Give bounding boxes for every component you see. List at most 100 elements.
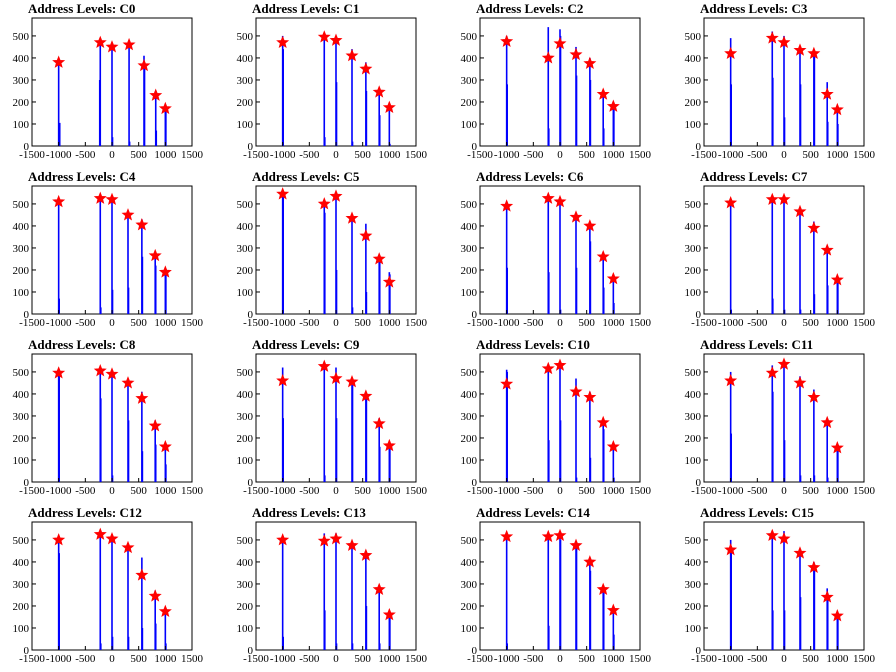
peak-marker — [724, 46, 738, 60]
x-tick-label: 0 — [781, 317, 787, 329]
chart-title: Address Levels: C0 — [28, 1, 135, 16]
chart-panel-c2: Address Levels: C2 0 100 200 300 400 500 -1500-… — [448, 0, 672, 168]
chart-panel-c12: Address Levels: C12 0 100 200 300 400 500 -1500… — [0, 504, 224, 672]
x-tick-label: -500 — [747, 653, 768, 665]
chart-title: Address Levels: C13 — [252, 505, 366, 520]
x-tick-label: -1000 — [46, 317, 72, 329]
peak-marker — [541, 191, 555, 204]
x-tick-label: -500 — [523, 653, 544, 665]
x-tick-label: -500 — [299, 317, 320, 329]
x-tick-label: -1000 — [718, 317, 744, 329]
peak-marker — [596, 87, 610, 100]
chart-panel-c6: Address Levels: C6 0 100 200 300 400 500 -1500-… — [448, 168, 672, 336]
chart-panel-c1: Address Levels: C1 0 100 200 300 400 500 -1500-… — [224, 0, 448, 168]
peak-marker — [830, 441, 844, 454]
x-tick-label: 1500 — [405, 485, 428, 497]
x-tick-label: 1000 — [378, 149, 401, 161]
y-tick-label: 300 — [13, 411, 30, 423]
y-tick-label: 500 — [461, 535, 478, 547]
peak-marker — [606, 271, 620, 285]
y-tick-label: 500 — [13, 535, 30, 547]
peak-marker — [105, 40, 119, 53]
x-tick-label: 500 — [354, 485, 371, 497]
y-tick-label: 200 — [237, 601, 254, 613]
peak-marker — [724, 373, 738, 387]
chart-svg: Address Levels: C00100200300400500-1500-… — [13, 1, 204, 161]
chart-panel-c3: Address Levels: C3 0 100 200 300 400 500 -1500-… — [672, 0, 896, 168]
chart-panel-c7: Address Levels: C7 0 100 200 300 400 500 -1500-… — [672, 168, 896, 336]
peak-marker — [372, 582, 386, 595]
y-tick-label: 300 — [237, 243, 254, 255]
y-tick-label: 300 — [461, 579, 478, 591]
y-tick-label: 200 — [237, 97, 254, 109]
y-tick-label: 400 — [13, 221, 30, 233]
x-tick-label: -1000 — [718, 485, 744, 497]
peak-marker — [793, 546, 807, 559]
peak-marker — [317, 30, 331, 43]
y-tick-label: 300 — [461, 243, 478, 255]
y-tick-label: 400 — [461, 53, 478, 65]
y-tick-label: 300 — [13, 243, 30, 255]
x-tick-label: -1000 — [494, 149, 520, 161]
y-tick-label: 400 — [237, 389, 254, 401]
peak-marker — [148, 419, 162, 432]
x-tick-label: -1500 — [467, 485, 493, 497]
peak-marker — [724, 543, 738, 556]
peak-marker — [382, 100, 396, 113]
peak-marker — [583, 56, 597, 69]
y-tick-label: 400 — [461, 557, 478, 569]
peak-marker — [382, 438, 396, 452]
chart-title: Address Levels: C10 — [476, 337, 590, 352]
peak-marker — [359, 62, 373, 75]
peak-marker — [359, 548, 373, 561]
chart-svg: Address Levels: C90100200300400500-1500-… — [237, 337, 428, 497]
y-tick-label: 400 — [685, 53, 702, 65]
x-tick-label: 1000 — [154, 485, 177, 497]
chart-panel-c11: Address Levels: C11 0 100 200 300 400 500 -1500… — [672, 336, 896, 504]
peak-marker — [777, 531, 791, 545]
x-tick-label: 1500 — [853, 149, 876, 161]
chart-title: Address Levels: C15 — [700, 505, 814, 520]
y-tick-label: 200 — [685, 601, 702, 613]
x-tick-label: 500 — [354, 653, 371, 665]
x-tick-label: 0 — [109, 317, 115, 329]
peak-marker — [541, 361, 555, 375]
x-tick-label: -1500 — [691, 317, 717, 329]
peak-marker — [105, 367, 119, 380]
chart-title: Address Levels: C14 — [476, 505, 590, 520]
x-tick-label: 1000 — [378, 317, 401, 329]
y-tick-label: 300 — [685, 243, 702, 255]
chart-svg: Address Levels: C80100200300400500-1500-… — [13, 337, 204, 497]
y-tick-label: 0 — [472, 309, 478, 321]
peak-marker — [158, 101, 172, 115]
x-tick-label: 1000 — [602, 485, 625, 497]
chart-svg: Address Levels: C70100200300400500-1500-… — [685, 169, 876, 329]
y-tick-label: 200 — [685, 433, 702, 445]
chart-panel-c4: Address Levels: C4 0 100 200 300 400 500 -1500-… — [0, 168, 224, 336]
peak-marker — [777, 192, 791, 206]
x-tick-label: -1000 — [718, 149, 744, 161]
x-tick-label: -1500 — [19, 485, 45, 497]
x-tick-label: -1000 — [270, 653, 296, 665]
peak-marker — [820, 87, 834, 100]
peak-marker — [52, 194, 66, 208]
y-tick-label: 0 — [696, 477, 702, 489]
peak-marker — [359, 229, 373, 242]
x-tick-label: -1500 — [243, 317, 269, 329]
peak-marker — [553, 36, 567, 50]
x-tick-label: 1500 — [405, 653, 428, 665]
y-tick-label: 0 — [248, 645, 254, 657]
peak-marker — [793, 43, 807, 56]
y-tick-label: 300 — [685, 411, 702, 423]
y-tick-label: 300 — [461, 75, 478, 87]
peak-marker — [553, 528, 567, 542]
x-tick-label: 500 — [130, 653, 147, 665]
x-tick-label: 500 — [578, 317, 595, 329]
peak-marker — [807, 560, 821, 573]
y-tick-label: 500 — [237, 535, 254, 547]
y-tick-label: 400 — [237, 53, 254, 65]
x-tick-label: -500 — [747, 317, 768, 329]
y-tick-label: 200 — [461, 97, 478, 109]
x-tick-label: -1500 — [243, 653, 269, 665]
